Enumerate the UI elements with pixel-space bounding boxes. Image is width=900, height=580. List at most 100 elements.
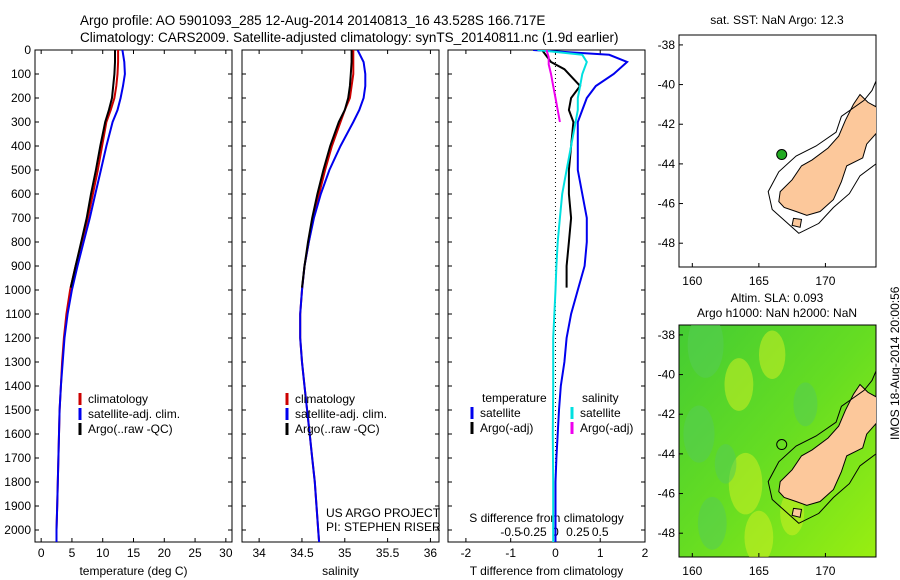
xtick-label: 1 [597, 546, 604, 560]
xtick-label: 34 [252, 546, 266, 560]
side-timestamp: IMOS 18-Aug-2014 20:00:56 [888, 286, 900, 440]
s-tick-label: -0.5 [500, 525, 521, 539]
xtick-label: 10 [96, 546, 110, 560]
annotation-project: US ARGO PROJECT [326, 506, 441, 520]
map-ytick-label: -46 [658, 487, 676, 501]
argo-float-marker [776, 439, 788, 451]
map-xtick-label: 170 [815, 564, 835, 578]
xtick-label: 15 [127, 546, 141, 560]
ytick-label: 200 [11, 91, 31, 105]
sla-map-title-line1: Altim. SLA: 0.093 [731, 291, 824, 305]
map-ytick-label: -38 [658, 38, 676, 52]
sla-patch [687, 325, 724, 378]
ytick-label: 1500 [4, 403, 31, 417]
ytick-label: 2000 [4, 523, 31, 537]
series-line-1 [541, 50, 582, 288]
series-line-1 [55, 50, 126, 542]
argo-float-marker [776, 149, 788, 161]
map-ytick-label: -46 [658, 197, 676, 211]
south-island-landmass [778, 383, 876, 506]
sla-map-title-line2: Argo h1000: NaN h2000: NaN [697, 306, 857, 320]
ytick-label: 100 [11, 67, 31, 81]
ytick-label: 800 [11, 235, 31, 249]
series-line-2 [537, 50, 588, 542]
south-island-landmass [778, 93, 876, 216]
legend-label: Argo(..raw -QC) [295, 422, 380, 436]
legend-label: satellite [480, 406, 521, 420]
legend-header-temperature: temperature [482, 391, 547, 405]
sla-patch [728, 452, 763, 515]
xtick-label: 5 [69, 546, 76, 560]
map-ytick-label: -40 [658, 368, 676, 382]
x-axis-label: salinity [322, 564, 359, 578]
map-ytick-label: -44 [658, 447, 676, 461]
sla-patch [714, 444, 737, 484]
xtick-label: 35.5 [376, 546, 400, 560]
map-xtick-label: 160 [682, 274, 702, 288]
xtick-label: 35 [338, 546, 352, 560]
salinity-panel-frame [241, 49, 440, 543]
map-ytick-label: -38 [658, 328, 676, 342]
series-line-3 [545, 50, 561, 123]
stewart-island-landmass [791, 507, 803, 518]
map-ytick-label: -44 [658, 157, 676, 171]
map-xtick-label: 160 [682, 564, 702, 578]
series-line-2 [301, 50, 353, 288]
sla-map-content [683, 325, 876, 557]
series-line-0 [533, 50, 629, 542]
temperature-panel-series [55, 50, 126, 542]
ytick-label: 1300 [4, 355, 31, 369]
map-ytick-label: -42 [658, 117, 676, 131]
xtick-label: 0 [552, 546, 559, 560]
figure-title-line1: Argo profile: AO 5901093_285 12-Aug-2014… [80, 13, 546, 28]
legend-header-salinity: salinity [582, 391, 619, 405]
ytick-label: 700 [11, 211, 31, 225]
ytick-label: 1700 [4, 451, 31, 465]
s-tick-label: -0.25 [519, 525, 547, 539]
map-ytick-label: -48 [658, 236, 676, 250]
xtick-label: 2 [642, 546, 649, 560]
difference-panel-series [533, 50, 629, 542]
ytick-label: 1900 [4, 499, 31, 513]
ytick-label: 500 [11, 163, 31, 177]
ytick-label: 400 [11, 139, 31, 153]
legend-label: Argo(..raw -QC) [88, 422, 173, 436]
legend-label: climatology [295, 392, 355, 406]
sla-patch [758, 330, 786, 379]
ytick-label: 600 [11, 187, 31, 201]
temperature-panel-frame [34, 49, 233, 543]
ytick-label: 900 [11, 259, 31, 273]
ytick-label: 1400 [4, 379, 31, 393]
stewart-island-landmass [791, 217, 803, 228]
xtick-label: 25 [188, 546, 202, 560]
map-ytick-label: -40 [658, 78, 676, 92]
salinity-panel-series [299, 50, 367, 542]
sla-patch [724, 358, 754, 411]
s-axis-label: S difference from climatology [469, 511, 624, 525]
xtick-label: -1 [505, 546, 516, 560]
xtick-label: 30 [219, 546, 233, 560]
ytick-label: 1100 [5, 307, 31, 321]
annotation-pi: PI: STEPHEN RISER [326, 520, 441, 534]
ytick-label: 1200 [4, 331, 31, 345]
legend-label: Argo(-adj) [480, 421, 533, 435]
legend-label: climatology [88, 392, 148, 406]
sla-patch [793, 382, 818, 427]
sla-patch [697, 496, 727, 550]
figure-title-line2: Climatology: CARS2009. Satellite-adjuste… [80, 30, 619, 45]
xtick-label: -2 [461, 546, 472, 560]
s-tick-label: 0.5 [592, 525, 609, 539]
legend-label: satellite-adj. clim. [295, 407, 387, 421]
sla-patch [744, 510, 774, 557]
difference-panel-frame [447, 49, 646, 543]
map-ytick-label: -48 [658, 526, 676, 540]
sst-map-content [767, 79, 876, 234]
ytick-label: 1800 [4, 475, 31, 489]
sst-map-title: sat. SST: NaN Argo: 12.3 [710, 13, 844, 27]
x-axis-label: T difference from climatology [470, 564, 624, 578]
ytick-label: 300 [11, 115, 31, 129]
map-xtick-label: 170 [815, 274, 835, 288]
s-tick-label: 0.25 [566, 525, 590, 539]
xtick-label: 36 [424, 546, 438, 560]
